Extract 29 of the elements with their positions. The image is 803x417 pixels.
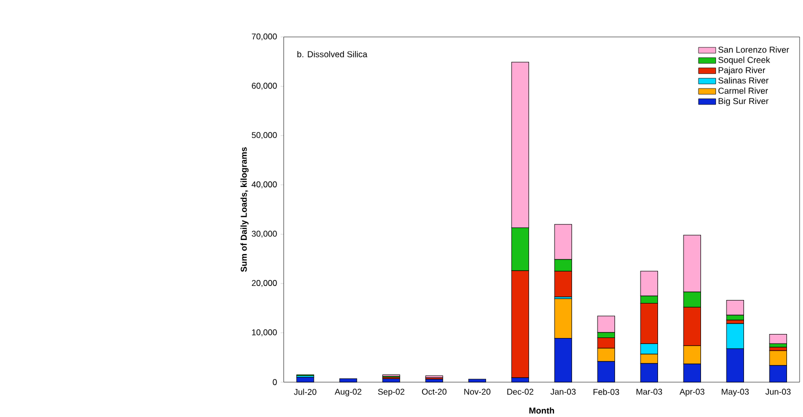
y-tick-label: 60,000 — [252, 82, 277, 90]
annotation: b. Dissolved Silica — [297, 50, 368, 58]
y-tick-label: 20,000 — [252, 280, 277, 287]
x-tick-label: Jan-03 — [550, 388, 576, 395]
x-tick-label: Nov-20 — [464, 388, 490, 395]
y-tick-label: 10,000 — [252, 329, 277, 336]
x-tick-label: Dec-02 — [507, 388, 534, 395]
legend-label: Salinas River — [718, 77, 768, 84]
y-axis-title: Sum of Daily Loads, kilograms — [240, 147, 249, 272]
legend-label: Pajaro River — [718, 66, 766, 75]
x-tick-label: Feb-03 — [594, 388, 620, 395]
y-tick-label: 50,000 — [252, 132, 277, 140]
x-tick-label: Aug-02 — [334, 388, 362, 396]
x-tick-label: Sep-02 — [378, 388, 404, 396]
y-tick-label: 40,000 — [252, 181, 277, 188]
y-tick-label: 30,000 — [252, 230, 277, 238]
legend-label: Carmel River — [718, 87, 768, 94]
x-tick-label: Apr-03 — [680, 388, 704, 396]
x-tick-label: Jun-03 — [765, 388, 791, 395]
x-axis-title: Month — [529, 407, 554, 414]
legend-label: Soquel Creek — [718, 56, 770, 65]
legend-label: Big Sur River — [718, 98, 768, 106]
x-tick-label: Mar-03 — [636, 388, 662, 395]
x-tick-label: Jul-20 — [294, 388, 316, 395]
x-tick-label: Oct-20 — [422, 388, 446, 395]
y-tick-label: 70,000 — [252, 33, 277, 40]
legend-label: San Lorenzo River — [718, 46, 790, 53]
y-tick-label: 0 — [272, 379, 277, 386]
x-tick-label: May-03 — [722, 388, 749, 396]
